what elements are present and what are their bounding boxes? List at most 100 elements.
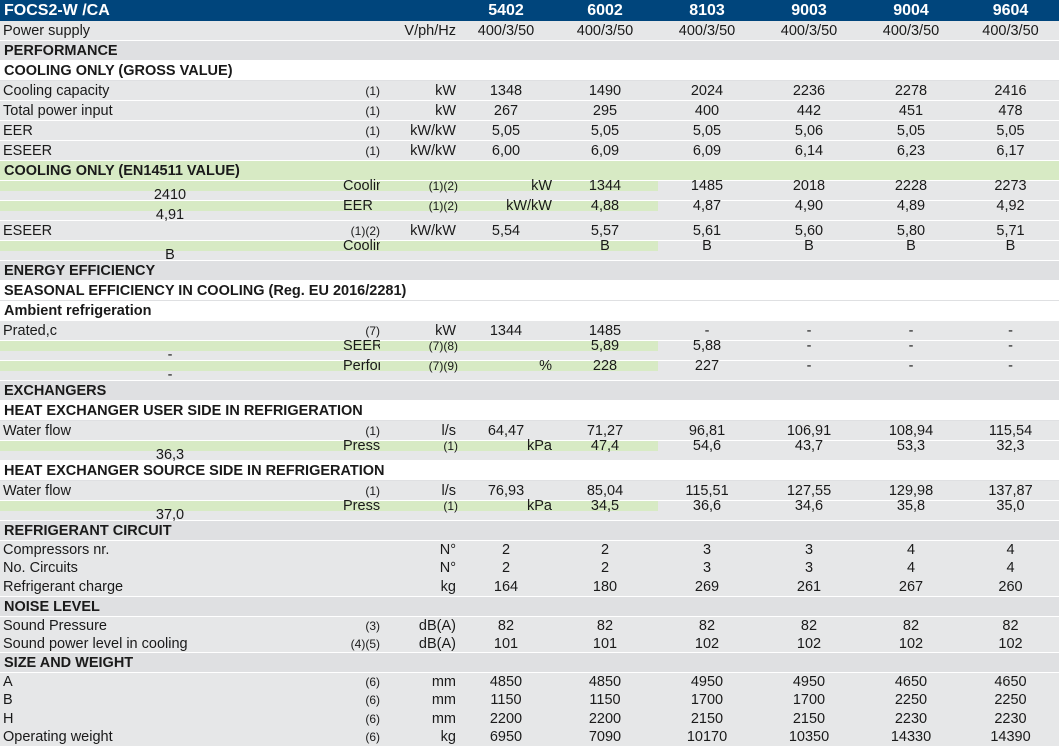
cell-value: 2410 xyxy=(153,187,187,204)
cell-value: 4 xyxy=(1006,542,1015,559)
cell-value: 2200 xyxy=(489,710,523,727)
table-header: FOCS2-W /CA 5402 6002 8103 9003 9004 960… xyxy=(0,0,1059,21)
cell-value: 5,54 xyxy=(491,222,521,239)
cell-value: 442 xyxy=(796,102,822,119)
cell-value: 1150 xyxy=(490,692,522,709)
cell-value: 108,94 xyxy=(888,422,934,439)
row-labels: A B H Operating weight xyxy=(0,673,340,746)
row-note: (3) xyxy=(365,619,380,633)
section-hx-user: HEAT EXCHANGER USER SIDE IN REFRIGERATIO… xyxy=(0,401,1059,421)
cell-value: 6,09 xyxy=(590,142,620,159)
row-units: dB(A) dB(A) xyxy=(380,617,458,652)
cell-value: 228 xyxy=(592,357,618,374)
row-unit: mm xyxy=(431,692,456,709)
cell-value: 3 xyxy=(702,542,712,559)
cell-value: 34,6 xyxy=(794,497,824,514)
table-row-group-refrigerant: Compressors nr. No. Circuits Refrigerant… xyxy=(0,541,1059,597)
cell-value: 6,17 xyxy=(996,142,1025,159)
row-note: (1) xyxy=(365,143,380,158)
cell-value: - xyxy=(1008,357,1013,374)
cell-value: B xyxy=(165,247,175,264)
table-row: Performance ηs (7)(9) % 228 227 - - - - xyxy=(0,357,1059,384)
cell-value: 1485 xyxy=(588,322,622,339)
cell-value: 71,27 xyxy=(586,422,624,439)
cell-value: 76,93 xyxy=(487,482,525,499)
row-unit: kW xyxy=(531,177,552,194)
cell-value: 2273 xyxy=(994,177,1027,194)
cell-value: 82 xyxy=(698,618,716,634)
section-exchangers: EXCHANGERS xyxy=(0,381,1059,401)
cell-value: 3 xyxy=(702,560,712,577)
cell-value: 37,0 xyxy=(155,507,185,524)
row-note: (1) xyxy=(365,483,380,498)
cell-value: 478 xyxy=(998,102,1023,119)
cell-value: 6,14 xyxy=(794,142,824,159)
row-label: A xyxy=(3,674,13,691)
row-label: Total power input xyxy=(3,102,113,119)
table-row-group-size: A B H Operating weight (6) (6) (6) (6) m… xyxy=(0,673,1059,747)
row-unit: % xyxy=(539,357,552,374)
table-row: Total power input (1) kW 267 295 400 442… xyxy=(0,101,1059,121)
cell-value: - xyxy=(1008,337,1013,354)
cell-value: - xyxy=(167,367,173,384)
cell-value: 2230 xyxy=(894,710,928,727)
cell-value: - xyxy=(908,357,914,374)
section-energy-efficiency: ENERGY EFFICIENCY xyxy=(0,261,1059,281)
row-label: Pressure drop xyxy=(343,497,380,514)
cell-value: 43,7 xyxy=(794,437,824,454)
cell-value: 35,8 xyxy=(896,497,926,514)
cell-value: 5,88 xyxy=(692,337,722,354)
row-unit: kW xyxy=(435,322,456,339)
row-label: ESEER xyxy=(3,142,53,159)
row-label: Cooling capacity xyxy=(3,82,110,99)
cell-value: 34,5 xyxy=(590,497,620,514)
row-note: (1) xyxy=(365,423,380,438)
row-note: (7) xyxy=(365,323,380,338)
cell-value: 6,23 xyxy=(896,142,926,159)
cell-value: 2230 xyxy=(994,710,1027,727)
cell-value: 7090 xyxy=(588,728,622,745)
table-row: EER (1) kW/kW 5,05 5,05 5,05 5,06 5,05 5… xyxy=(0,121,1059,141)
cell-value: 2150 xyxy=(792,710,826,727)
cell-value: B xyxy=(600,237,610,254)
cell-value: 82 xyxy=(800,618,818,634)
cell-value: 1150 xyxy=(589,692,621,709)
cell-value: 1344 xyxy=(588,177,622,194)
cell-value: 4650 xyxy=(994,674,1027,691)
cell-value: B xyxy=(702,237,712,254)
cell-value: 129,98 xyxy=(888,482,934,499)
table-row: Water flow (1) l/s 76,93 85,04 115,51 12… xyxy=(0,481,1059,501)
cell-value: 4 xyxy=(906,542,916,559)
row-note: (1)(2) xyxy=(428,198,458,213)
cell-value: 10170 xyxy=(686,728,728,745)
cell-group: 4850 1150 2200 7090 xyxy=(554,673,656,746)
cell-value: 47,4 xyxy=(590,437,620,454)
table-row: SEER (7)(8) 5,89 5,88 - - - - xyxy=(0,337,1059,364)
cell-group: 2 2 180 xyxy=(554,541,656,596)
row-unit: kW xyxy=(435,82,456,99)
cell-value: 3 xyxy=(804,542,814,559)
row-unit: mm xyxy=(431,674,456,691)
cell-value: 32,3 xyxy=(996,437,1025,454)
size-header: 9604 xyxy=(992,1,1029,19)
cell-value: 5,89 xyxy=(590,337,620,354)
cell-value: - xyxy=(167,347,173,364)
cell-value: 36,6 xyxy=(692,497,722,514)
row-unit: l/s xyxy=(441,482,457,499)
cell-value: 1348 xyxy=(489,82,523,99)
cell-group: 4850 1150 2200 6950 xyxy=(458,673,554,746)
cell-value: 2018 xyxy=(792,177,826,194)
row-note: (6) xyxy=(365,693,380,708)
cell-value: 14330 xyxy=(890,728,932,745)
table-row: Cooling capacity (1)(2) kW 1344 1485 201… xyxy=(0,177,1059,204)
table-row: Pressure drop (1) kPa 34,5 36,6 34,6 35,… xyxy=(0,497,1059,524)
cell-value: 4,87 xyxy=(692,197,722,214)
cell-value: B xyxy=(906,237,916,254)
cell-group: 82 102 xyxy=(758,617,860,652)
size-header: 9003 xyxy=(791,1,827,19)
cell-group: 4650 2250 2230 14330 xyxy=(860,673,962,746)
cell-value: - xyxy=(908,337,914,354)
cell-value: 102 xyxy=(796,636,822,652)
section-cooling-en14511: COOLING ONLY (EN14511 VALUE) xyxy=(0,161,1059,181)
cell-value: 400/3/50 xyxy=(982,22,1039,39)
